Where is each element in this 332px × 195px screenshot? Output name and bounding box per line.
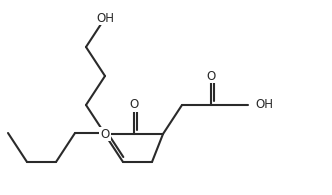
Text: O: O <box>129 98 139 112</box>
Text: O: O <box>207 69 215 82</box>
Text: OH: OH <box>96 12 114 25</box>
Text: O: O <box>100 128 110 141</box>
Text: OH: OH <box>255 98 273 112</box>
Text: OH: OH <box>255 98 273 112</box>
